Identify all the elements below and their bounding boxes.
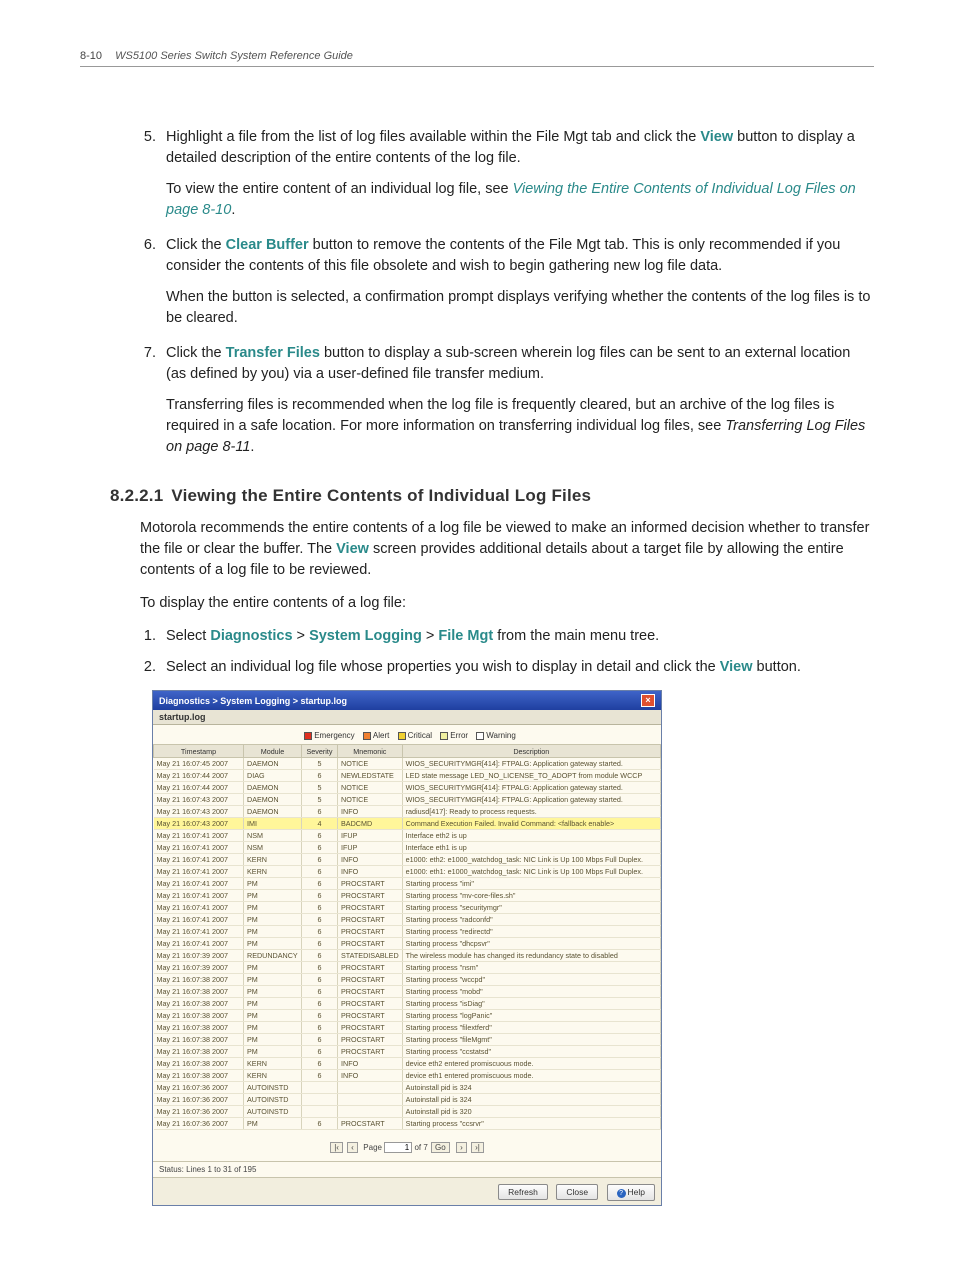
titlebar: Diagnostics > System Logging > startup.l… — [153, 691, 661, 710]
step-5: Highlight a file from the list of log fi… — [160, 127, 874, 221]
tab[interactable]: startup.log — [153, 710, 661, 725]
table-row[interactable]: May 21 16:07:38 2007PM6PROCSTARTStarting… — [154, 998, 661, 1010]
log-window: Diagnostics > System Logging > startup.l… — [152, 690, 662, 1205]
window-title: Diagnostics > System Logging > startup.l… — [159, 696, 347, 706]
table-row[interactable]: May 21 16:07:36 2007AUTOINSTDAutoinstall… — [154, 1106, 661, 1118]
table-row[interactable]: May 21 16:07:41 2007NSM6IFUPInterface et… — [154, 842, 661, 854]
col-header[interactable]: Timestamp — [154, 745, 244, 758]
refresh-button[interactable]: Refresh — [498, 1184, 548, 1200]
prev-page-button[interactable]: ‹ — [347, 1142, 358, 1153]
col-header[interactable]: Description — [402, 745, 660, 758]
col-header[interactable]: Module — [244, 745, 302, 758]
substep-2: Select an individual log file whose prop… — [160, 657, 874, 678]
table-row[interactable]: May 21 16:07:38 2007KERN6INFOdevice eth2… — [154, 1058, 661, 1070]
table-row[interactable]: May 21 16:07:41 2007KERN6INFOe1000: eth2… — [154, 854, 661, 866]
error-swatch — [440, 732, 448, 740]
critical-swatch — [398, 732, 406, 740]
view-label: View — [700, 129, 733, 145]
view-label-2: View — [336, 541, 369, 557]
substep-1: Select Diagnostics > System Logging > Fi… — [160, 626, 874, 647]
col-header[interactable]: Severity — [302, 745, 338, 758]
close-icon[interactable]: × — [641, 694, 655, 707]
close-button[interactable]: Close — [556, 1184, 598, 1200]
table-row[interactable]: May 21 16:07:39 2007REDUNDANCY6STATEDISA… — [154, 950, 661, 962]
table-row[interactable]: May 21 16:07:39 2007PM6PROCSTARTStarting… — [154, 962, 661, 974]
doc-title: WS5100 Series Switch System Reference Gu… — [115, 50, 353, 62]
instruction-list: Highlight a file from the list of log fi… — [160, 127, 874, 458]
table-row[interactable]: May 21 16:07:41 2007PM6PROCSTARTStarting… — [154, 878, 661, 890]
table-row[interactable]: May 21 16:07:41 2007PM6PROCSTARTStarting… — [154, 890, 661, 902]
col-header[interactable]: Mnemonic — [338, 745, 403, 758]
table-row[interactable]: May 21 16:07:38 2007PM6PROCSTARTStarting… — [154, 986, 661, 998]
table-row[interactable]: May 21 16:07:38 2007PM6PROCSTARTStarting… — [154, 1022, 661, 1034]
table-row[interactable]: May 21 16:07:38 2007PM6PROCSTARTStarting… — [154, 974, 661, 986]
table-row[interactable]: May 21 16:07:36 2007AUTOINSTDAutoinstall… — [154, 1082, 661, 1094]
step-7: Click the Transfer Files button to displ… — [160, 343, 874, 458]
step-6: Click the Clear Buffer button to remove … — [160, 235, 874, 329]
section-heading: 8.2.2.1Viewing the Entire Contents of In… — [110, 486, 874, 506]
table-row[interactable]: May 21 16:07:38 2007PM6PROCSTARTStarting… — [154, 1046, 661, 1058]
alert-swatch — [363, 732, 371, 740]
warning-swatch — [476, 732, 484, 740]
table-row[interactable]: May 21 16:07:44 2007DIAG6NEWLEDSTATELED … — [154, 770, 661, 782]
table-row[interactable]: May 21 16:07:43 2007IMI4BADCMDCommand Ex… — [154, 818, 661, 830]
first-page-button[interactable]: |‹ — [330, 1142, 343, 1153]
pager: |‹ ‹ Page of 7 Go › ›| — [153, 1130, 661, 1161]
section-body: Motorola recommends the entire contents … — [140, 518, 874, 678]
next-page-button[interactable]: › — [456, 1142, 467, 1153]
button-row: Refresh Close ?Help — [153, 1177, 661, 1204]
table-row[interactable]: May 21 16:07:38 2007PM6PROCSTARTStarting… — [154, 1010, 661, 1022]
table-row[interactable]: May 21 16:07:43 2007DAEMON5NOTICEWIOS_SE… — [154, 794, 661, 806]
status-text: Status: Lines 1 to 31 of 195 — [153, 1161, 661, 1177]
transfer-files-label: Transfer Files — [226, 345, 320, 361]
sub-steps: Select Diagnostics > System Logging > Fi… — [160, 626, 874, 678]
table-row[interactable]: May 21 16:07:41 2007PM6PROCSTARTStarting… — [154, 914, 661, 926]
help-button[interactable]: ?Help — [607, 1184, 655, 1200]
table-row[interactable]: May 21 16:07:43 2007DAEMON6INFOradiusd[4… — [154, 806, 661, 818]
table-row[interactable]: May 21 16:07:38 2007KERN6INFOdevice eth1… — [154, 1070, 661, 1082]
table-row[interactable]: May 21 16:07:41 2007PM6PROCSTARTStarting… — [154, 938, 661, 950]
table-row[interactable]: May 21 16:07:38 2007PM6PROCSTARTStarting… — [154, 1034, 661, 1046]
table-row[interactable]: May 21 16:07:41 2007NSM6IFUPInterface et… — [154, 830, 661, 842]
table-row[interactable]: May 21 16:07:41 2007PM6PROCSTARTStarting… — [154, 926, 661, 938]
table-row[interactable]: May 21 16:07:41 2007KERN6INFOe1000: eth1… — [154, 866, 661, 878]
clear-buffer-label: Clear Buffer — [226, 237, 309, 253]
page-number: 8-10 — [80, 50, 102, 62]
log-table: TimestampModuleSeverityMnemonicDescripti… — [153, 744, 661, 1130]
help-icon: ? — [617, 1189, 626, 1198]
table-row[interactable]: May 21 16:07:41 2007PM6PROCSTARTStarting… — [154, 902, 661, 914]
go-button[interactable]: Go — [431, 1142, 450, 1153]
last-page-button[interactable]: ›| — [471, 1142, 484, 1153]
table-row[interactable]: May 21 16:07:45 2007DAEMON5NOTICEWIOS_SE… — [154, 758, 661, 770]
table-row[interactable]: May 21 16:07:36 2007PM6PROCSTARTStarting… — [154, 1118, 661, 1130]
legend: Emergency Alert Critical Error Warning — [153, 725, 661, 744]
page-input[interactable] — [384, 1142, 412, 1153]
table-row[interactable]: May 21 16:07:44 2007DAEMON5NOTICEWIOS_SE… — [154, 782, 661, 794]
emergency-swatch — [304, 732, 312, 740]
table-row[interactable]: May 21 16:07:36 2007AUTOINSTDAutoinstall… — [154, 1094, 661, 1106]
page-header: 8-10 WS5100 Series Switch System Referen… — [80, 50, 874, 67]
